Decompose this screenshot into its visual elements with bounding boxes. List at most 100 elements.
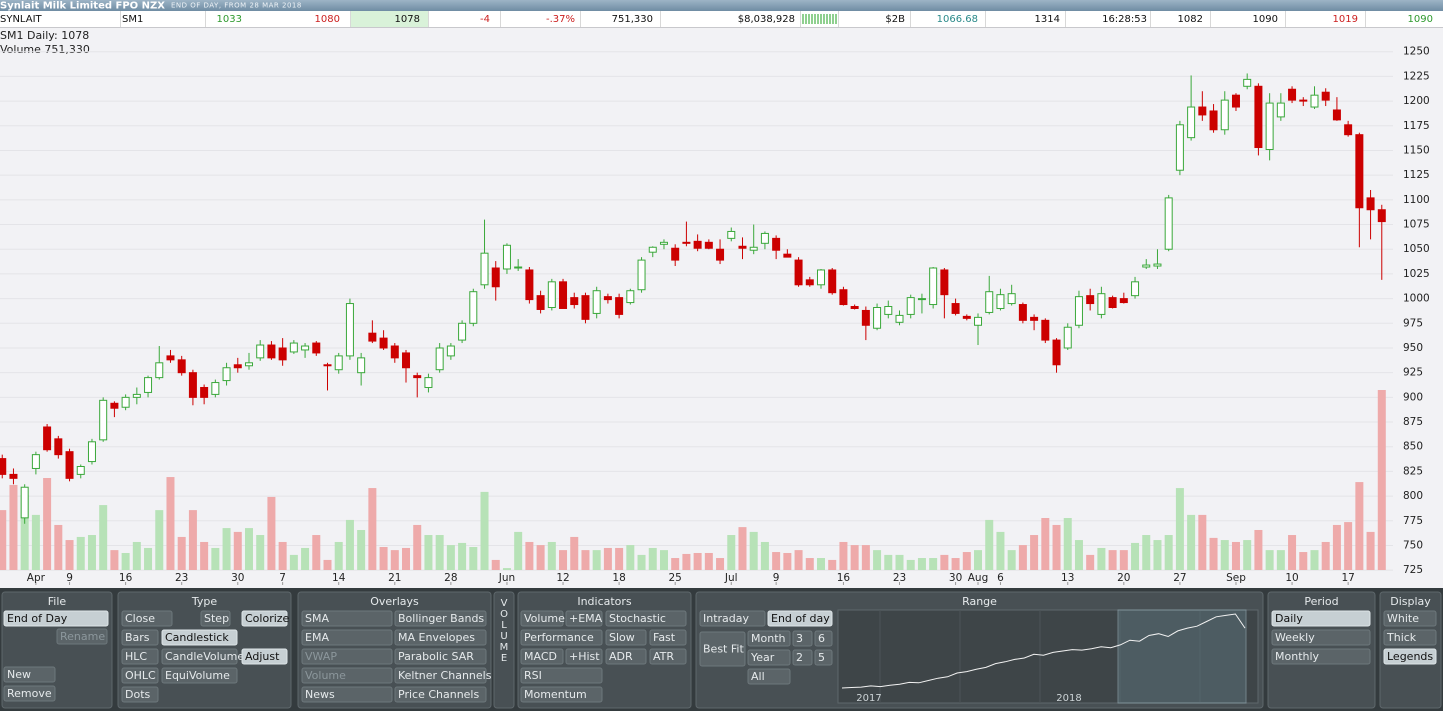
button-label[interactable]: End of Day	[7, 612, 68, 625]
button-label[interactable]: 2	[796, 651, 803, 664]
button-label[interactable]: Legends	[1387, 650, 1433, 663]
button[interactable]	[1271, 648, 1371, 665]
button-label[interactable]: Thick	[1386, 631, 1417, 644]
button[interactable]	[649, 629, 687, 646]
button-label[interactable]: Daily	[1275, 612, 1303, 625]
button[interactable]	[121, 610, 173, 627]
button[interactable]	[520, 667, 603, 684]
button[interactable]	[394, 648, 487, 665]
button-label[interactable]: RSI	[524, 669, 542, 682]
button[interactable]	[1271, 610, 1371, 627]
button[interactable]	[1383, 648, 1437, 665]
button[interactable]	[605, 610, 687, 627]
button-label[interactable]: Adjust	[245, 650, 280, 663]
button[interactable]	[605, 629, 647, 646]
button[interactable]	[3, 666, 56, 683]
button-label[interactable]: EMA	[305, 631, 329, 644]
volume-tab[interactable]: VOLUME	[499, 598, 510, 664]
button[interactable]	[121, 686, 159, 703]
button-label[interactable]: ATR	[653, 650, 674, 663]
button-label[interactable]: Month	[751, 632, 786, 645]
button-label[interactable]: 6	[818, 632, 825, 645]
button-label[interactable]: Keltner Channels	[398, 669, 492, 682]
button-label[interactable]: Parabolic SAR	[398, 650, 474, 663]
button-label[interactable]: +Hist	[569, 650, 600, 663]
button-label[interactable]: Bars	[125, 631, 150, 644]
button[interactable]	[747, 668, 791, 685]
button[interactable]	[161, 629, 238, 646]
button[interactable]	[121, 667, 159, 684]
button-label[interactable]: Price Channels	[398, 688, 479, 701]
button-label[interactable]: Colorize	[245, 612, 290, 625]
button-label[interactable]: OHLC	[125, 669, 156, 682]
button[interactable]	[605, 648, 647, 665]
button[interactable]	[747, 630, 791, 647]
button[interactable]	[649, 648, 687, 665]
button[interactable]	[241, 610, 288, 627]
button-label[interactable]: All	[751, 670, 765, 683]
button-label[interactable]: MA Envelopes	[398, 631, 475, 644]
button[interactable]	[394, 610, 487, 627]
button-label[interactable]: 5	[818, 651, 825, 664]
button[interactable]	[747, 649, 791, 666]
button[interactable]	[565, 610, 603, 627]
button[interactable]	[520, 610, 564, 627]
button[interactable]	[3, 610, 109, 627]
button-label[interactable]: Close	[125, 612, 155, 625]
button[interactable]	[394, 629, 487, 646]
button-label[interactable]: SMA	[305, 612, 329, 625]
button-label[interactable]: CandleVolume	[165, 650, 244, 663]
button-label[interactable]: Bollinger Bands	[398, 612, 484, 625]
button-label[interactable]: Candlestick	[165, 631, 229, 644]
button-label[interactable]: Fast	[653, 631, 676, 644]
button-label[interactable]: Year	[750, 651, 775, 664]
button-label[interactable]: Intraday	[703, 612, 750, 625]
button-label[interactable]: HLC	[125, 650, 147, 663]
button[interactable]	[1271, 629, 1371, 646]
button-label[interactable]: Volume	[305, 669, 346, 682]
button-label[interactable]: +EMA	[569, 612, 603, 625]
button[interactable]	[814, 649, 833, 666]
button-label[interactable]: Remove	[7, 687, 52, 700]
button[interactable]	[161, 648, 238, 665]
button[interactable]	[301, 610, 393, 627]
button[interactable]	[301, 686, 393, 703]
button-label[interactable]: MACD	[524, 650, 557, 663]
button-label[interactable]: Volume	[524, 612, 565, 625]
button-label[interactable]: Performance	[524, 631, 594, 644]
button[interactable]	[792, 630, 813, 647]
button[interactable]	[241, 648, 288, 665]
button[interactable]	[121, 629, 159, 646]
button[interactable]	[520, 686, 603, 703]
button[interactable]	[520, 648, 564, 665]
button[interactable]	[767, 610, 833, 627]
button-label[interactable]: Stochastic	[609, 612, 666, 625]
button-label[interactable]: News	[305, 688, 335, 701]
button-label[interactable]: ADR	[609, 650, 633, 663]
button[interactable]	[1383, 610, 1437, 627]
button[interactable]	[394, 686, 487, 703]
button[interactable]	[301, 648, 393, 665]
button-label[interactable]: New	[7, 668, 31, 681]
button[interactable]	[200, 610, 231, 627]
button[interactable]	[3, 685, 56, 702]
button-label[interactable]: Rename	[60, 630, 105, 643]
button-label[interactable]: Dots	[125, 688, 151, 701]
button[interactable]	[699, 631, 746, 667]
button-label[interactable]: Momentum	[524, 688, 587, 701]
button[interactable]	[814, 630, 833, 647]
button[interactable]	[792, 649, 813, 666]
button[interactable]	[565, 648, 603, 665]
button-label[interactable]: Monthly	[1275, 650, 1320, 663]
button-label[interactable]: Best Fit	[703, 643, 744, 656]
button[interactable]	[699, 610, 766, 627]
button[interactable]	[56, 628, 108, 645]
button-label[interactable]: Slow	[609, 631, 635, 644]
button[interactable]	[301, 667, 393, 684]
button[interactable]	[520, 629, 603, 646]
button-label[interactable]: White	[1387, 612, 1419, 625]
button[interactable]	[1383, 629, 1437, 646]
button[interactable]	[121, 648, 159, 665]
button-label[interactable]: VWAP	[305, 650, 337, 663]
button[interactable]	[394, 667, 487, 684]
